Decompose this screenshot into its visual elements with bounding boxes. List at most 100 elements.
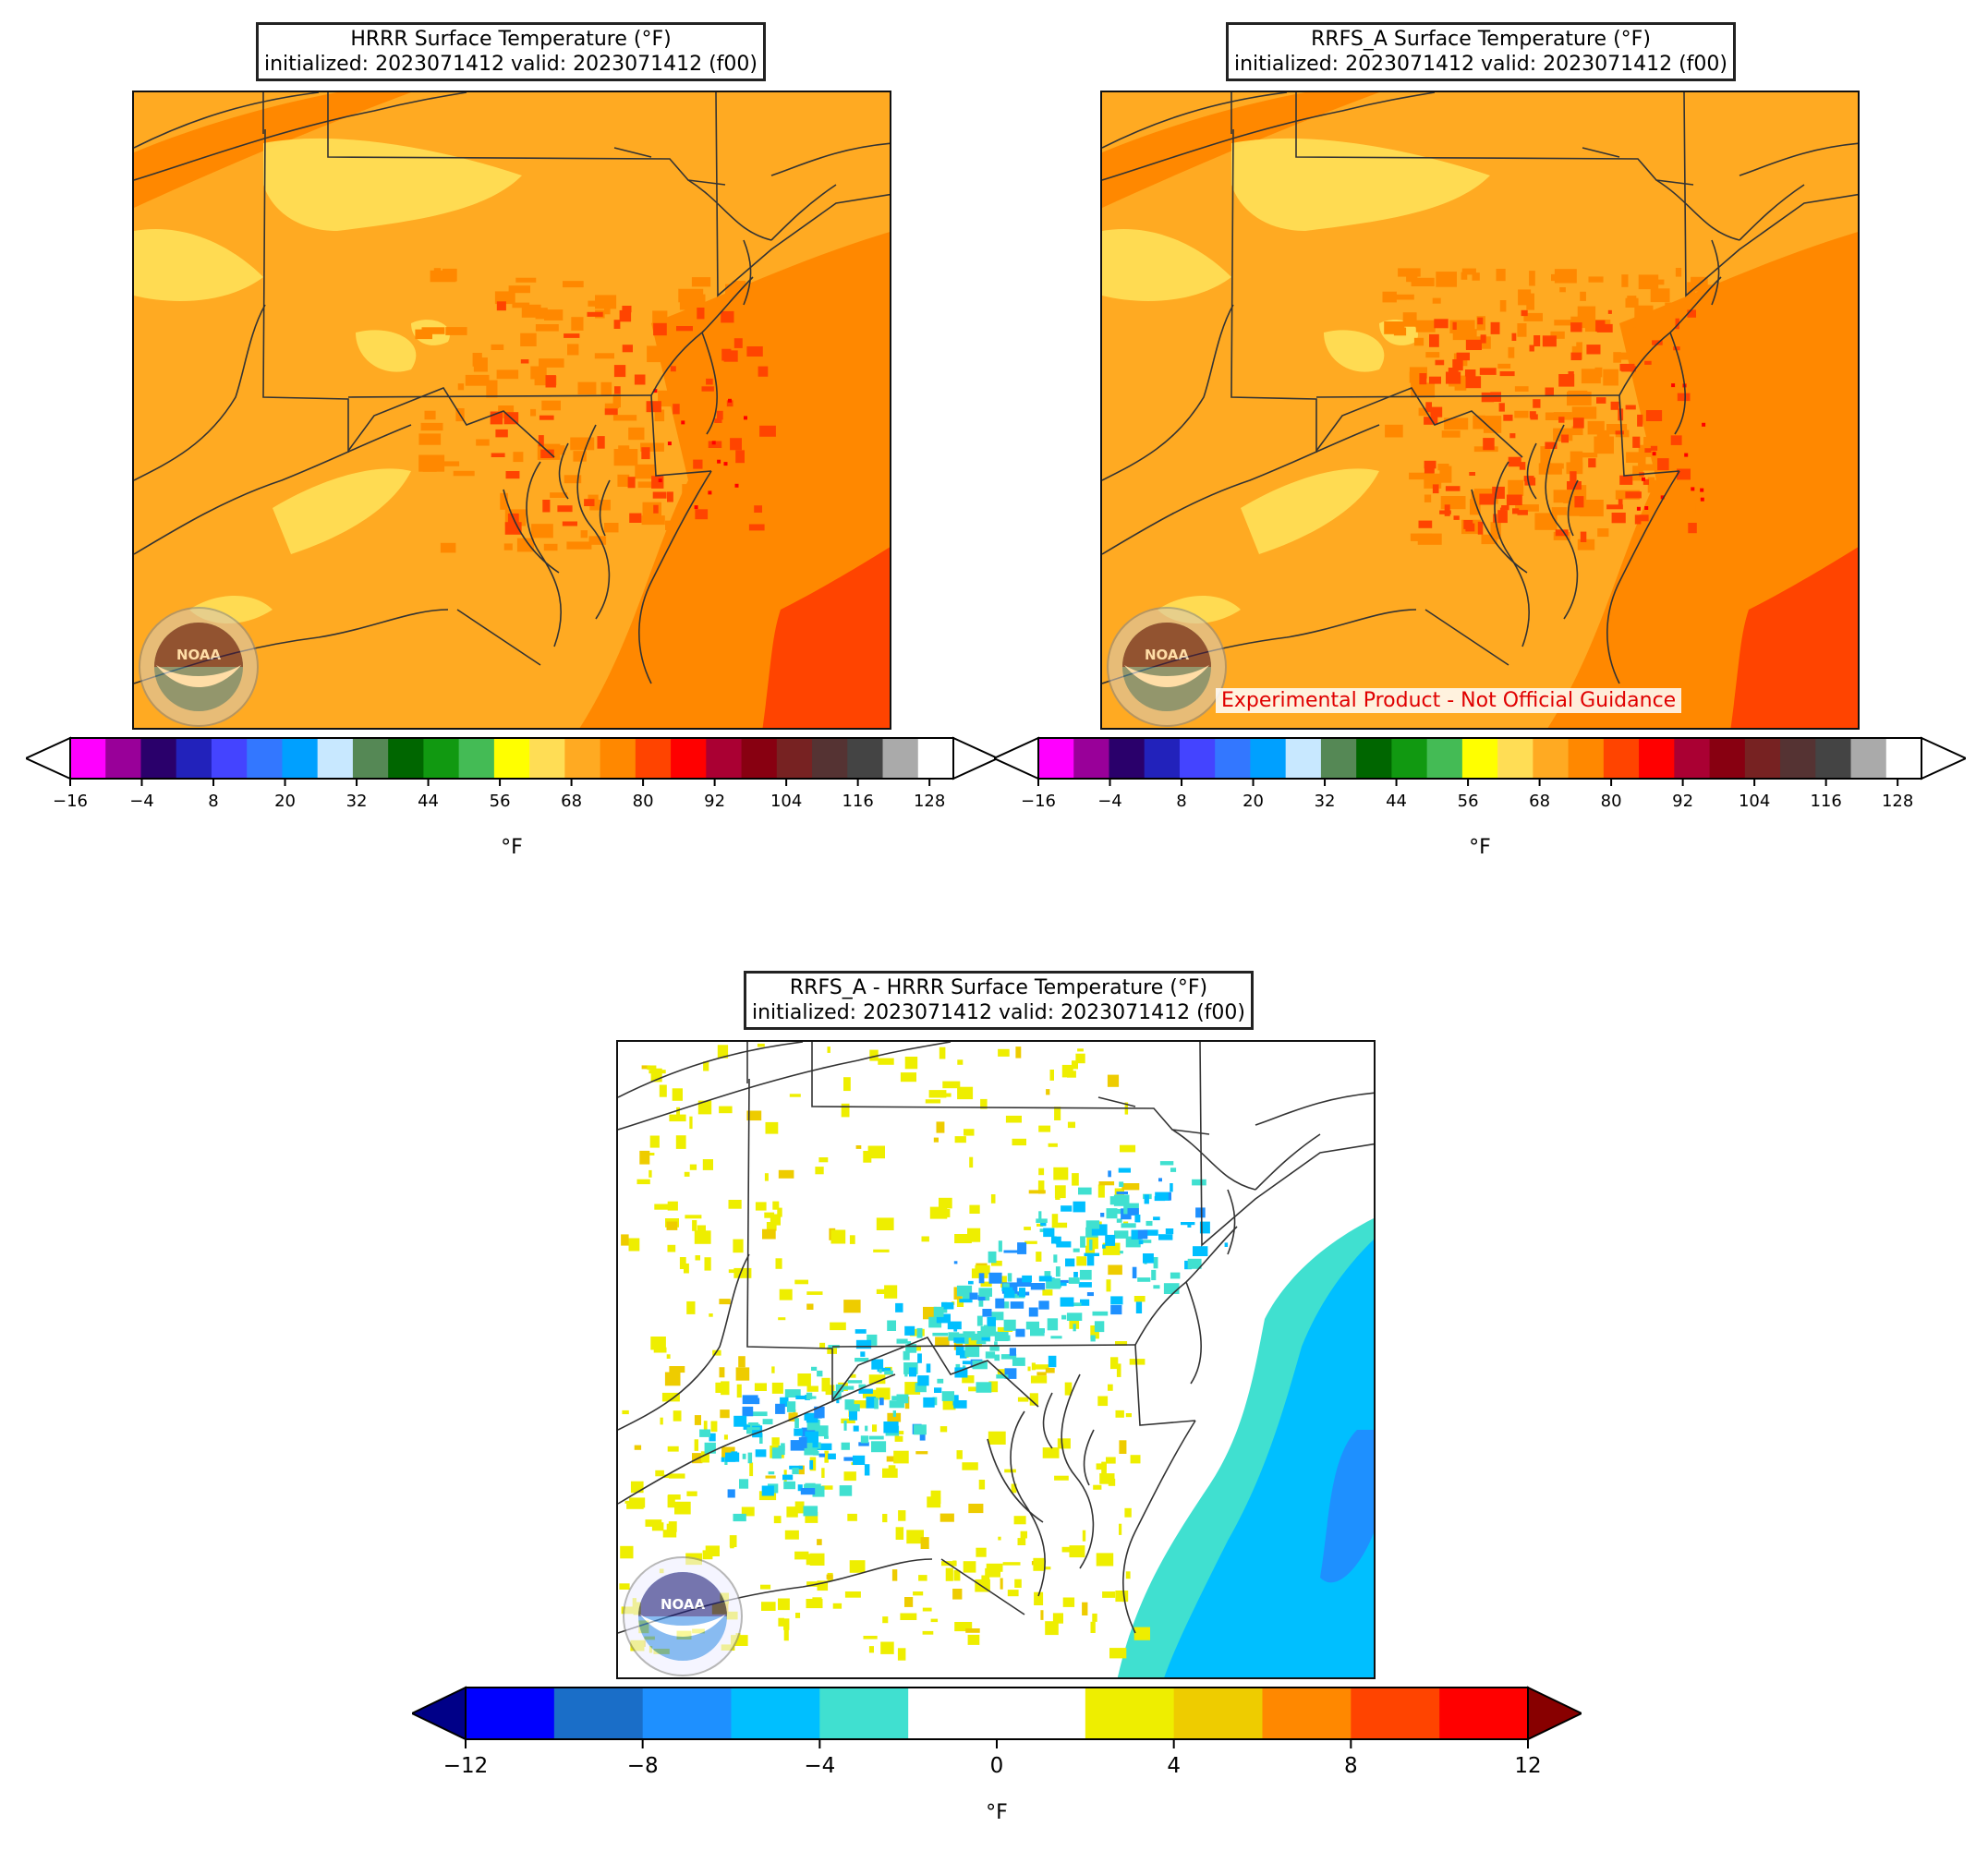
- state-border: [618, 1042, 804, 1098]
- positive-difference-patch: [1108, 1264, 1122, 1276]
- warm-patch: [1696, 350, 1707, 360]
- positive-difference-patch: [729, 1535, 737, 1547]
- negative-difference-patch: [1038, 1301, 1049, 1310]
- cool-region: [356, 330, 417, 372]
- warm-patch: [1470, 499, 1481, 515]
- negative-difference-patch: [1030, 1283, 1046, 1290]
- negative-difference-patch: [955, 1363, 961, 1370]
- hot-patch: [1568, 371, 1574, 384]
- positive-difference-patch: [818, 1157, 829, 1163]
- positive-difference-patch: [777, 1207, 782, 1217]
- positive-difference-patch: [1004, 1469, 1016, 1473]
- positive-difference-patch: [1075, 1053, 1085, 1064]
- hot-patch: [693, 459, 703, 469]
- state-border: [770, 142, 890, 176]
- colorbar-segment: [1085, 1688, 1175, 1739]
- negative-difference-patch: [981, 1337, 990, 1341]
- warm-patch: [453, 470, 475, 477]
- negative-difference-patch: [889, 1400, 904, 1409]
- warm-patch: [1424, 494, 1432, 502]
- negative-difference-patch: [1094, 1321, 1105, 1333]
- negative-difference-patch: [896, 1338, 908, 1344]
- positive-difference-patch: [990, 1194, 996, 1204]
- positive-difference-patch: [806, 1581, 820, 1587]
- negative-difference-patch: [778, 1446, 785, 1456]
- colorbar-tick-label: 56: [489, 792, 511, 811]
- colorbar-segment: [1533, 738, 1570, 779]
- positive-difference-patch: [900, 1613, 917, 1620]
- colorbar-tick-label: 12: [1514, 1754, 1542, 1778]
- hot-patch: [1632, 436, 1641, 448]
- warm-patch: [1621, 274, 1629, 287]
- hot-patch: [717, 410, 723, 420]
- svg-text:NOAA: NOAA: [176, 647, 222, 663]
- warm-patch: [508, 285, 530, 294]
- positive-difference-patch: [669, 1473, 685, 1479]
- warm-patch: [421, 327, 445, 334]
- negative-difference-patch: [915, 1383, 927, 1393]
- negative-difference-patch: [1055, 1266, 1061, 1277]
- hottest-patch: [667, 442, 672, 446]
- positive-difference-patch: [647, 1065, 657, 1071]
- negative-difference-patch: [1108, 1170, 1111, 1178]
- negative-difference-patch: [865, 1425, 868, 1432]
- coastline: [701, 332, 718, 435]
- positive-difference-patch: [1069, 1316, 1080, 1329]
- negative-difference-patch: [953, 1400, 967, 1409]
- positive-difference-patch: [821, 1377, 830, 1392]
- negative-difference-patch: [742, 1406, 754, 1417]
- hottest-patch: [1700, 497, 1704, 502]
- warm-patch: [1634, 305, 1654, 321]
- colorbar-segment: [706, 738, 743, 779]
- negative-difference-patch: [1009, 1348, 1016, 1356]
- state-border: [1097, 1096, 1136, 1107]
- warm-patch: [1523, 312, 1543, 321]
- positive-difference-patch: [1012, 1138, 1026, 1146]
- positive-difference-patch: [674, 1501, 691, 1515]
- positive-difference-patch: [629, 1497, 646, 1508]
- negative-difference-patch: [1153, 1285, 1160, 1289]
- colorbar-unit-label: °F: [1469, 836, 1491, 859]
- positive-difference-patch: [1090, 1325, 1099, 1339]
- colorbar-over-extension: [1921, 736, 1969, 780]
- negative-difference-patch: [932, 1332, 949, 1337]
- colorbar-under-extension: [23, 736, 71, 780]
- negative-difference-patch: [977, 1295, 986, 1301]
- negative-difference-patch: [1135, 1301, 1143, 1313]
- hottest-patch: [728, 398, 732, 403]
- warm-patch: [1550, 331, 1565, 339]
- positive-difference-patch: [920, 1537, 929, 1549]
- warm-patch: [1461, 272, 1468, 280]
- negative-difference-patch: [868, 1435, 884, 1440]
- positive-difference-patch: [962, 1462, 978, 1470]
- warm-patch: [1411, 277, 1435, 286]
- hot-patch: [539, 415, 554, 420]
- positive-difference-patch: [666, 1221, 678, 1230]
- negative-difference-patch: [824, 1435, 829, 1439]
- negative-difference-patch: [1073, 1248, 1080, 1252]
- coastline: [1122, 1420, 1196, 1634]
- positive-difference-patch: [1082, 1530, 1086, 1542]
- warm-patch: [503, 543, 513, 550]
- hottest-patch: [1691, 487, 1695, 491]
- colorbar-segment: [1262, 1688, 1352, 1739]
- colorbar-segment: [70, 738, 106, 779]
- negative-difference-patch: [1078, 1282, 1092, 1288]
- positive-difference-patch: [1038, 1167, 1045, 1176]
- colorbar-tick-label: −4: [804, 1754, 836, 1778]
- negative-difference-patch: [983, 1325, 988, 1331]
- negative-difference-patch: [853, 1455, 866, 1465]
- negative-difference-patch: [1043, 1228, 1055, 1238]
- negative-difference-patch: [956, 1285, 973, 1297]
- warm-patch: [1692, 403, 1712, 408]
- state-border: [1102, 424, 1380, 555]
- warm-patch: [1603, 369, 1618, 386]
- negative-difference-patch: [1003, 1290, 1015, 1299]
- positive-difference-patch: [630, 1481, 644, 1494]
- positive-difference-patch: [1000, 1578, 1003, 1590]
- positive-difference-patch: [921, 1236, 929, 1242]
- positive-difference-patch: [869, 1049, 879, 1061]
- negative-difference-patch: [1131, 1229, 1143, 1240]
- colorbar-frame: [1037, 737, 1922, 780]
- negative-difference-patch: [811, 1366, 818, 1371]
